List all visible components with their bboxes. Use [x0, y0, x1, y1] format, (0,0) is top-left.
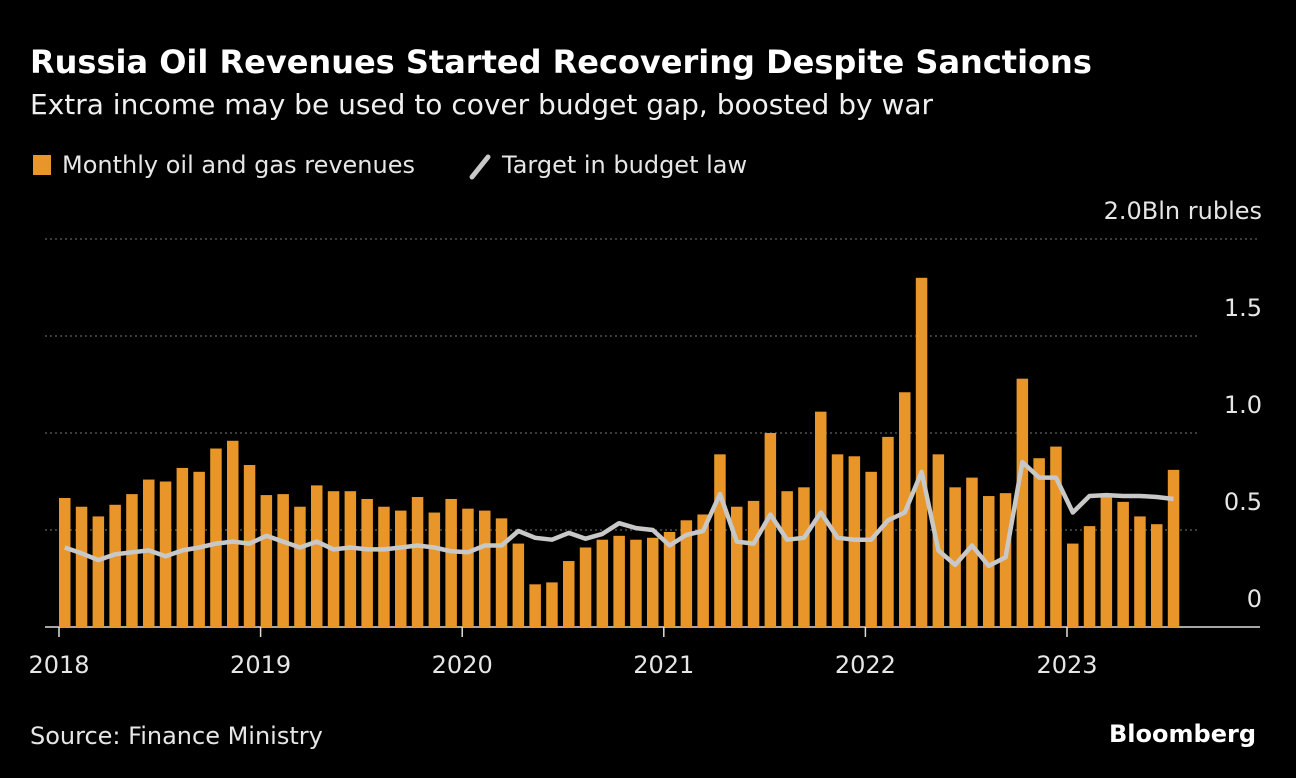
bar [395, 510, 407, 627]
x-tick-label: 2022 [835, 651, 896, 679]
bar [1016, 378, 1029, 627]
bar [697, 514, 709, 627]
y-tick-label: 0.5 [1224, 488, 1262, 516]
bar [344, 491, 357, 627]
bar [512, 543, 525, 627]
bar [949, 487, 961, 627]
bar [92, 516, 105, 627]
x-tick-label: 2019 [230, 651, 291, 679]
bar [126, 494, 138, 627]
bar [227, 440, 239, 627]
chart-title: Russia Oil Revenues Started Recovering D… [30, 43, 1092, 81]
bar [647, 537, 659, 627]
bar [1083, 526, 1096, 627]
bar [1067, 543, 1079, 627]
bar [1100, 497, 1113, 627]
bar [445, 498, 457, 627]
bar [966, 477, 978, 627]
bar [999, 493, 1012, 627]
legend-swatch [469, 154, 491, 180]
bar [311, 485, 323, 627]
bar [546, 582, 558, 627]
y-tick-label: 1.5 [1224, 294, 1262, 322]
legend-label: Target in budget law [501, 151, 747, 179]
bar [210, 448, 222, 627]
bar [411, 497, 424, 627]
x-tick-label: 2021 [633, 651, 694, 679]
x-tick-label: 2023 [1036, 651, 1097, 679]
bar [731, 506, 743, 627]
bar [764, 433, 777, 627]
bar [680, 520, 693, 627]
bar [277, 494, 289, 627]
x-tick-label: 2018 [28, 651, 89, 679]
bar [479, 510, 491, 627]
bar [882, 436, 894, 627]
source: Source: Finance Ministry [30, 722, 323, 750]
bar [714, 454, 726, 627]
bar [1167, 469, 1180, 627]
bar [563, 561, 575, 627]
bar [462, 508, 474, 627]
bar [983, 496, 995, 627]
bar [865, 471, 877, 627]
bar [1151, 524, 1163, 627]
bar [747, 500, 760, 627]
bar [1134, 516, 1146, 627]
legend-label: Monthly oil and gas revenues [62, 151, 415, 179]
bar [243, 465, 256, 627]
bar [143, 479, 155, 627]
bar [798, 487, 810, 627]
bar [294, 506, 306, 627]
bar [1033, 458, 1045, 627]
bar [529, 584, 541, 627]
chart-subtitle: Extra income may be used to cover budget… [30, 88, 934, 121]
bar [915, 277, 928, 627]
y-tick-label: 0 [1247, 585, 1262, 613]
bar [378, 506, 390, 627]
bar [361, 498, 373, 627]
legend-swatch [33, 155, 51, 175]
bar [75, 506, 88, 627]
bar [613, 535, 625, 627]
bar [831, 454, 844, 627]
bar [327, 491, 340, 627]
bar [1117, 501, 1129, 627]
bar [109, 504, 121, 627]
y-tick-label: 2.0Bln rubles [1104, 197, 1262, 225]
y-tick-label: 1.0 [1224, 391, 1262, 419]
bar [815, 411, 827, 627]
bar [630, 539, 642, 627]
bar [176, 467, 189, 627]
bar [495, 518, 508, 627]
bar [663, 531, 676, 627]
bar [596, 539, 609, 627]
bar [1050, 446, 1062, 627]
bar [781, 491, 793, 627]
bar [59, 497, 71, 627]
line [64, 459, 1174, 569]
bar [428, 512, 441, 627]
bar [579, 547, 592, 627]
bar [260, 495, 273, 627]
brand: Bloomberg [1109, 720, 1256, 748]
x-tick-label: 2020 [432, 651, 493, 679]
